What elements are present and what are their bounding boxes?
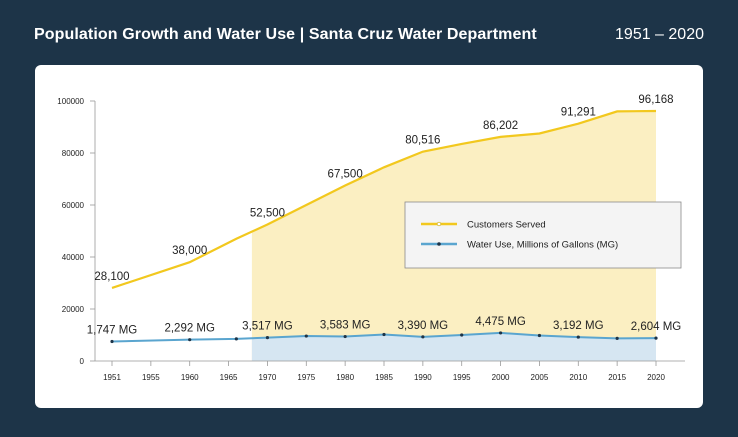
customers-data-label: 28,100	[94, 271, 129, 283]
legend-marker	[437, 242, 441, 246]
water-use-point	[343, 334, 347, 339]
water-use-point	[498, 331, 503, 335]
water-use-point	[421, 335, 425, 339]
y-tick-label: 100000	[57, 97, 84, 106]
customers-data-label: 80,516	[405, 135, 440, 147]
x-tick-label: 1960	[181, 373, 199, 382]
water-use-data-label: 3,517 MG	[242, 321, 293, 333]
water-use-data-label: 3,390 MG	[398, 320, 449, 332]
water-use-point	[615, 336, 619, 340]
legend-marker	[436, 221, 442, 227]
water-use-data-label: 1,747 MG	[87, 325, 138, 337]
x-tick-label: 1990	[414, 373, 432, 382]
water-use-point	[304, 334, 308, 338]
water-use-point	[576, 335, 580, 339]
x-tick-label: 2015	[608, 373, 626, 382]
customers-data-label: 52,500	[250, 208, 285, 220]
legend-label: Customers Served	[467, 220, 546, 231]
y-tick-label: 20000	[62, 305, 85, 314]
water-use-point	[654, 336, 658, 340]
chart-title: Population Growth and Water Use | Santa …	[34, 26, 537, 43]
x-tick-label: 2000	[492, 373, 510, 382]
water-use-data-label: 3,583 MG	[320, 320, 371, 332]
customers-data-label: 91,291	[561, 107, 596, 119]
x-tick-label: 2020	[647, 373, 665, 382]
chart-svg: 0 20000 40000 60000 80000 100000 1951 1955 1960 1…	[57, 94, 685, 382]
y-tick-label: 0	[80, 357, 85, 366]
x-tick-label: 2010	[569, 373, 587, 382]
customers-line	[111, 109, 657, 289]
x-tick-label: 1985	[375, 373, 393, 382]
x-tick-label: 1980	[336, 373, 354, 382]
customers-data-label: 38,000	[172, 245, 207, 257]
water-use-point	[265, 336, 270, 340]
water-use-point	[234, 337, 238, 341]
water-use-data-label: 3,192 MG	[553, 320, 604, 332]
y-tick-label: 40000	[62, 253, 85, 262]
customers-data-label: 96,168	[638, 94, 673, 106]
water-use-point	[460, 333, 464, 337]
x-tick-label: 1970	[259, 373, 277, 382]
year-range: 1951 – 2020	[615, 26, 704, 43]
x-tick-label: 1965	[220, 373, 238, 382]
water-use-point	[110, 339, 114, 344]
customers-data-label: 86,202	[483, 120, 518, 132]
x-tick-label: 1975	[297, 373, 315, 382]
water-use-data-label: 2,604 MG	[631, 321, 682, 333]
water-use-point	[382, 332, 386, 337]
water-use-data-label: 2,292 MG	[164, 323, 215, 335]
legend-box	[404, 201, 682, 269]
x-tick-label: 1995	[453, 373, 471, 382]
water-use-point	[537, 333, 542, 338]
y-tick-label: 80000	[62, 149, 85, 158]
x-tick-label: 2005	[531, 373, 549, 382]
customers-data-label: 67,500	[328, 169, 363, 181]
chart-card: 0 20000 40000 60000 80000 100000 1951 1955 1960 1…	[35, 65, 703, 408]
water-use-data-label: 4,475 MG	[475, 316, 526, 328]
water-use-point	[188, 338, 192, 342]
y-tick-label: 60000	[62, 201, 85, 210]
x-tick-label: 1955	[142, 373, 160, 382]
water-use-line	[111, 331, 657, 343]
water-use-area	[251, 332, 656, 361]
legend-label: Water Use, Millions of Gallons (MG)	[467, 240, 618, 251]
x-tick-label: 1951	[103, 373, 121, 382]
